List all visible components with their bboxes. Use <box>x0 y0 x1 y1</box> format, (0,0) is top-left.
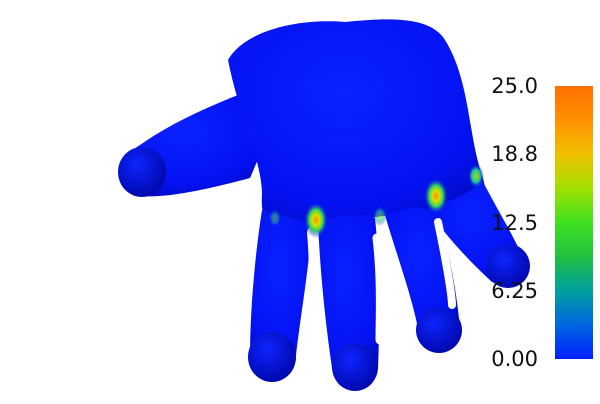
hotspot-middle-index <box>424 178 448 214</box>
finger-middle-tip <box>416 307 462 353</box>
finger-ring-tip <box>332 343 378 391</box>
hotspot-index-side <box>468 164 484 188</box>
finger-gap <box>434 218 456 309</box>
hand-mesh <box>118 19 530 391</box>
legend-tick-label: 6.25 <box>491 278 538 303</box>
finger-gap <box>307 227 320 350</box>
hotspot-thumb-base <box>269 209 281 227</box>
hotspot-pinky-ring <box>304 202 328 238</box>
thumb-tip <box>118 147 166 197</box>
legend-tick-label: 18.8 <box>491 141 538 166</box>
legend-tick-label: 12.5 <box>491 210 538 235</box>
color-legend-bar <box>555 86 593 359</box>
legend-tick-label: 25.0 <box>491 74 538 98</box>
hand-palm <box>228 19 486 231</box>
finger-ring <box>318 214 380 386</box>
finger-gap <box>372 233 385 345</box>
legend-tick-label: 0.00 <box>491 347 538 371</box>
finger-pinky-tip <box>248 332 296 382</box>
finger-index-tip <box>486 244 530 288</box>
hotspot-ring-middle <box>373 206 387 226</box>
